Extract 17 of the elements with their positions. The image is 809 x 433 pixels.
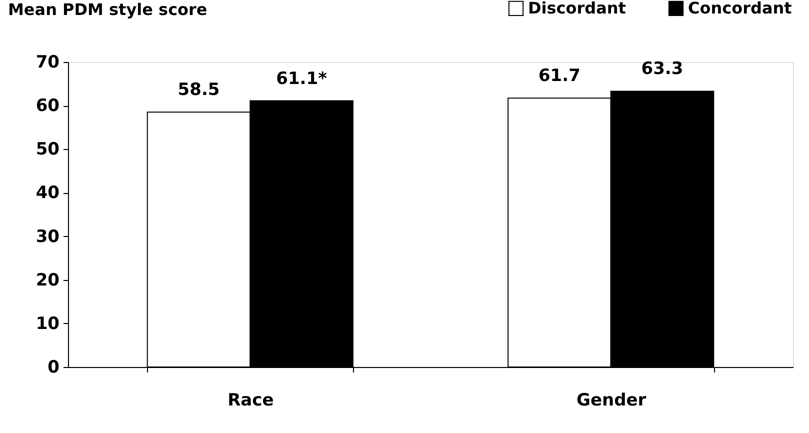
x-tick-label: Gender [576, 390, 647, 410]
y-tick-label: 60 [36, 96, 60, 116]
y-tick-label: 40 [36, 183, 60, 204]
y-tick-label: 30 [36, 226, 60, 247]
data-label: 61.1* [276, 68, 328, 89]
y-tick-label: 0 [48, 358, 60, 378]
data-label: 63.3 [641, 59, 684, 80]
y-tick-label: 50 [36, 140, 60, 160]
y-tick-label: 10 [36, 314, 60, 334]
legend-label: Concordant [688, 0, 792, 18]
y-tick-label: 20 [36, 270, 60, 290]
y-tick-label: 70 [36, 52, 60, 72]
x-tick-label: Race [228, 390, 274, 410]
data-label: 61.7 [538, 66, 580, 86]
legend-label: Discordant [528, 0, 626, 18]
chart-title: Mean PDM style score [8, 0, 208, 19]
data-label: 58.5 [178, 80, 220, 100]
